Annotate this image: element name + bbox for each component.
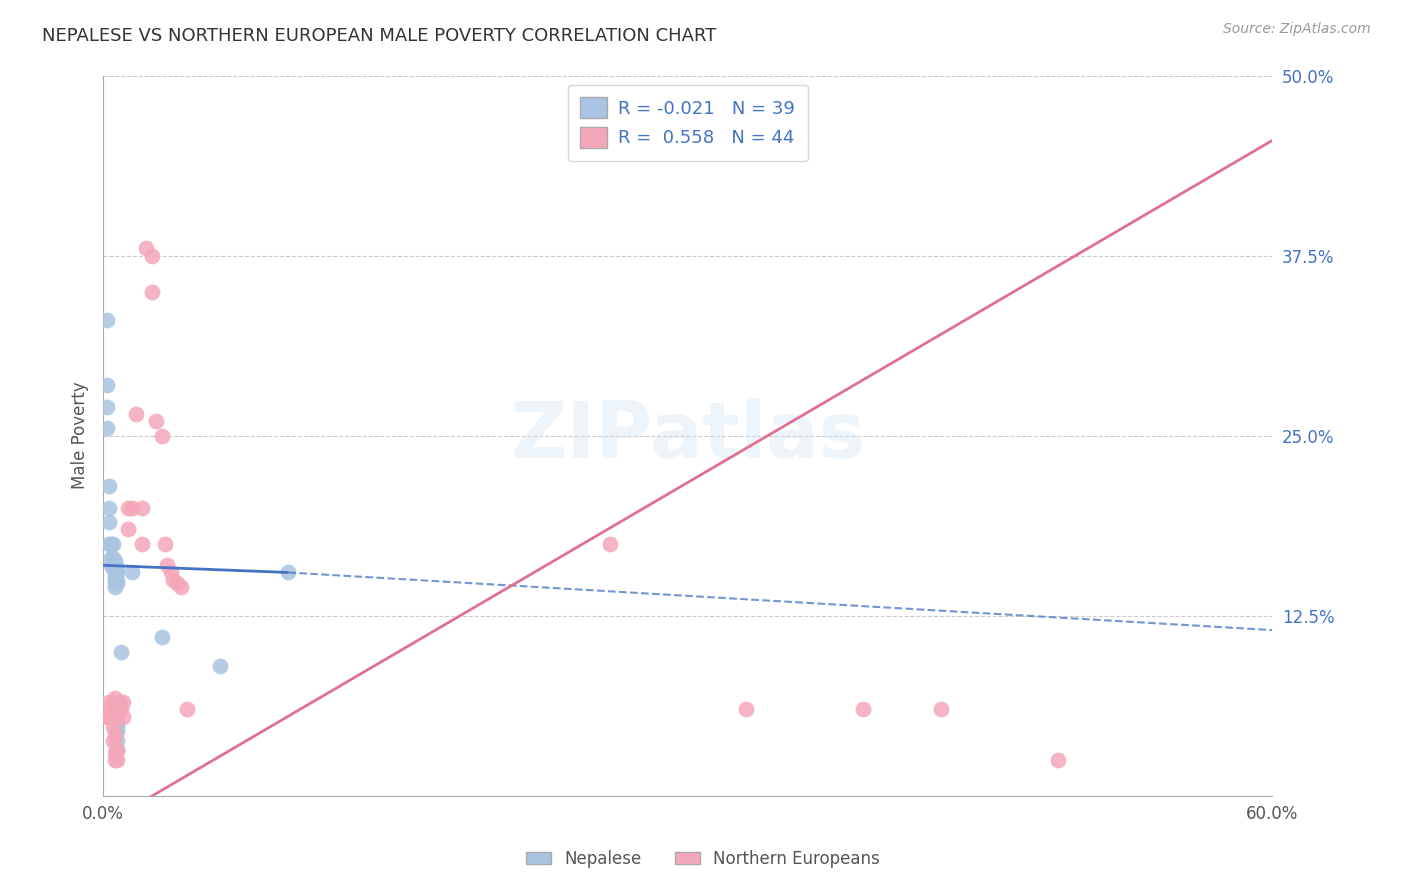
Point — [98, 695, 121, 709]
Point — [100, 537, 122, 551]
Point — [209, 659, 232, 673]
Point — [104, 728, 127, 742]
Point — [100, 702, 122, 716]
Point — [145, 414, 167, 428]
Point — [135, 241, 157, 255]
Point — [105, 716, 128, 731]
Point — [105, 723, 128, 738]
Point — [104, 554, 127, 568]
Point — [98, 515, 121, 529]
Point — [98, 537, 121, 551]
Legend: R = -0.021   N = 39, R =  0.558   N = 44: R = -0.021 N = 39, R = 0.558 N = 44 — [568, 85, 808, 161]
Text: ZIPatlas: ZIPatlas — [510, 398, 865, 474]
Point — [105, 709, 128, 723]
Point — [98, 709, 121, 723]
Point — [105, 742, 128, 756]
Point — [105, 702, 128, 716]
Point — [170, 580, 193, 594]
Point — [96, 400, 118, 414]
Text: NEPALESE VS NORTHERN EUROPEAN MALE POVERTY CORRELATION CHART: NEPALESE VS NORTHERN EUROPEAN MALE POVER… — [42, 27, 717, 45]
Text: Source: ZipAtlas.com: Source: ZipAtlas.com — [1223, 22, 1371, 37]
Point — [110, 645, 132, 659]
Point — [117, 500, 139, 515]
Point — [104, 580, 127, 594]
Point — [1047, 753, 1070, 767]
Point — [101, 705, 124, 719]
Point — [104, 561, 127, 575]
Point — [104, 570, 127, 584]
Point — [105, 720, 128, 734]
Point — [150, 630, 173, 644]
Point — [105, 753, 128, 767]
Point — [101, 558, 124, 573]
Point — [101, 551, 124, 566]
Point — [100, 551, 122, 566]
Point — [104, 573, 127, 587]
Point — [101, 537, 124, 551]
Point — [141, 285, 163, 299]
Point — [166, 575, 188, 590]
Point — [176, 702, 198, 716]
Point — [104, 575, 127, 590]
Point — [131, 500, 153, 515]
Point — [105, 561, 128, 575]
Point — [100, 709, 122, 723]
Point — [155, 537, 177, 551]
Point — [101, 695, 124, 709]
Point — [125, 407, 148, 421]
Point — [100, 558, 122, 573]
Point — [131, 537, 153, 551]
Point — [117, 522, 139, 536]
Point — [107, 695, 129, 709]
Point — [852, 702, 875, 716]
Point — [150, 428, 173, 442]
Point — [105, 742, 128, 756]
Point — [96, 421, 118, 435]
Point — [110, 702, 132, 716]
Point — [105, 575, 128, 590]
Point — [104, 753, 127, 767]
Point — [98, 500, 121, 515]
Point — [104, 709, 127, 723]
Point — [160, 566, 183, 580]
Point — [111, 709, 134, 723]
Point — [96, 378, 118, 392]
Point — [104, 690, 127, 705]
Point — [162, 573, 184, 587]
Point — [105, 734, 128, 748]
Point — [105, 573, 128, 587]
Point — [156, 558, 179, 573]
Point — [98, 479, 121, 493]
Point — [107, 695, 129, 709]
Point — [735, 702, 758, 716]
Point — [121, 500, 143, 515]
Point — [96, 709, 118, 723]
Point — [929, 702, 952, 716]
Point — [277, 566, 299, 580]
Point — [104, 746, 127, 760]
Point — [101, 561, 124, 575]
Point — [96, 313, 118, 327]
Y-axis label: Male Poverty: Male Poverty — [72, 382, 89, 490]
Point — [121, 566, 143, 580]
Point — [105, 566, 128, 580]
Point — [101, 734, 124, 748]
Point — [599, 537, 621, 551]
Point — [104, 566, 127, 580]
Point — [141, 249, 163, 263]
Point — [111, 695, 134, 709]
Legend: Nepalese, Northern Europeans: Nepalese, Northern Europeans — [519, 844, 887, 875]
Point — [104, 702, 127, 716]
Point — [101, 720, 124, 734]
